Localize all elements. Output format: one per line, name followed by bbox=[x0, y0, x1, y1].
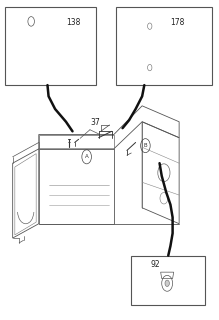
Text: A: A bbox=[85, 154, 88, 159]
Circle shape bbox=[148, 23, 152, 29]
Text: 37: 37 bbox=[90, 117, 100, 126]
Text: 178: 178 bbox=[170, 18, 185, 27]
Bar bbox=[131, 256, 205, 305]
Bar bbox=[116, 7, 212, 85]
Circle shape bbox=[148, 64, 152, 71]
Text: B: B bbox=[144, 143, 147, 148]
Text: 92: 92 bbox=[151, 260, 161, 269]
Bar bbox=[5, 7, 96, 85]
Text: 138: 138 bbox=[66, 18, 80, 27]
Circle shape bbox=[165, 280, 169, 286]
